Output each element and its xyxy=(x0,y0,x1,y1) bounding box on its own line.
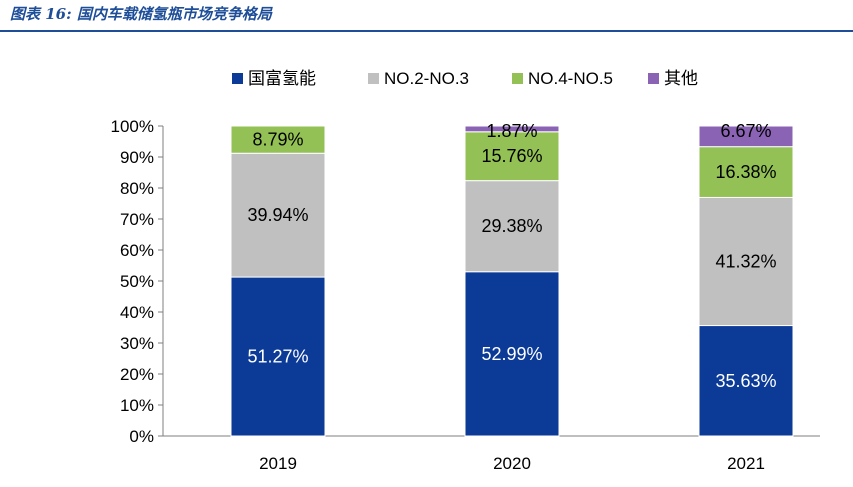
legend-label-1: 国富氢能 xyxy=(248,69,316,88)
bar-segment-2019-s1 xyxy=(230,276,326,437)
data-label-2020-s1: 52.99% xyxy=(481,344,542,364)
figure-header: 图表 16: 国内车载储氢瓶市场竞争格局 xyxy=(10,2,272,26)
x-tick-label: 2019 xyxy=(259,454,297,473)
y-tick-label: 20% xyxy=(120,365,154,384)
y-tick-label: 100% xyxy=(111,117,154,136)
y-tick-label: 10% xyxy=(120,396,154,415)
legend-swatch-1 xyxy=(232,73,243,84)
bar-segment-2021-s3 xyxy=(698,146,794,198)
data-label-2019-s2: 39.94% xyxy=(247,205,308,225)
data-label-2020-s3: 15.76% xyxy=(481,146,542,166)
figure-title: 国内车载储氢瓶市场竞争格局 xyxy=(76,5,272,23)
x-tick-label: 2020 xyxy=(493,454,531,473)
bar-segment-2020-s1 xyxy=(464,271,560,437)
y-tick-label: 40% xyxy=(120,303,154,322)
bar-segment-2019-s3 xyxy=(230,125,326,154)
y-tick-label: 50% xyxy=(120,272,154,291)
y-tick-label: 80% xyxy=(120,179,154,198)
legend-swatch-2 xyxy=(368,73,379,84)
data-label-2021-s3: 16.38% xyxy=(715,162,776,182)
figure-label: 图表 16: xyxy=(10,5,72,23)
bar-segment-2021-s1 xyxy=(698,325,794,437)
x-tick-label: 2021 xyxy=(727,454,765,473)
data-label-2020-s2: 29.38% xyxy=(481,216,542,236)
bar-segment-2021-s2 xyxy=(698,196,794,327)
data-label-2021-s2: 41.32% xyxy=(715,252,776,272)
y-tick-label: 0% xyxy=(129,427,154,446)
bar-segment-2019-s2 xyxy=(230,152,326,278)
bar-segment-2020-s4 xyxy=(464,125,560,133)
bar-segment-2020-s3 xyxy=(464,131,560,182)
header-divider xyxy=(0,30,853,32)
data-label-2020-s4: 1.87% xyxy=(486,121,537,141)
data-label-2019-s1: 51.27% xyxy=(247,347,308,367)
legend-swatch-3 xyxy=(512,73,523,84)
data-label-2021-s1: 35.63% xyxy=(715,371,776,391)
legend-label-4: 其他 xyxy=(664,69,698,88)
legend-label-3: NO.4-NO.5 xyxy=(528,69,613,88)
legend-label-2: NO.2-NO.3 xyxy=(384,69,469,88)
bar-segment-2021-s4 xyxy=(698,125,794,148)
data-label-2019-s3: 8.79% xyxy=(252,130,303,150)
y-tick-label: 60% xyxy=(120,241,154,260)
legend-swatch-4 xyxy=(648,73,659,84)
data-label-2021-s4: 6.67% xyxy=(720,121,771,141)
y-tick-label: 90% xyxy=(120,148,154,167)
y-tick-label: 30% xyxy=(120,334,154,353)
y-tick-label: 70% xyxy=(120,210,154,229)
